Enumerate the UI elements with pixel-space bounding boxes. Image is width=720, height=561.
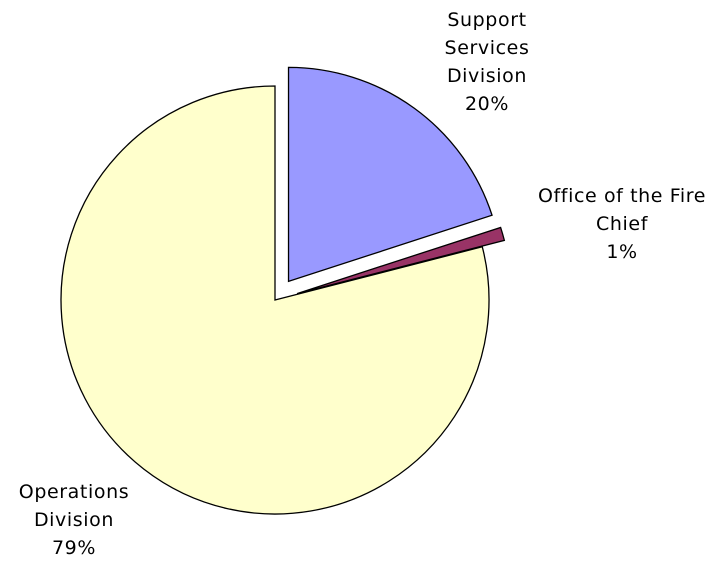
label-operations-line-1: Operations [19,481,129,503]
slice-office-of-the-fire-chief [296,226,506,295]
label-office-line-2: Chief [596,213,649,235]
slice-operations-division [60,85,490,515]
slices-group [60,66,506,515]
label-support-line-2: Services [445,37,530,59]
slice-support-services-division [287,66,493,283]
label-support-line-1: Support [447,9,526,31]
label-operations-line-2: Division [34,509,114,531]
label-office-percent: 1% [606,241,637,263]
label-support-percent: 20% [465,93,509,115]
label-support-line-3: Division [447,65,527,87]
label-office-line-1: Office of the Fire [538,185,706,207]
labels-group: Support Services Division 20% Office of … [19,9,706,559]
label-operations-percent: 79% [52,537,96,559]
